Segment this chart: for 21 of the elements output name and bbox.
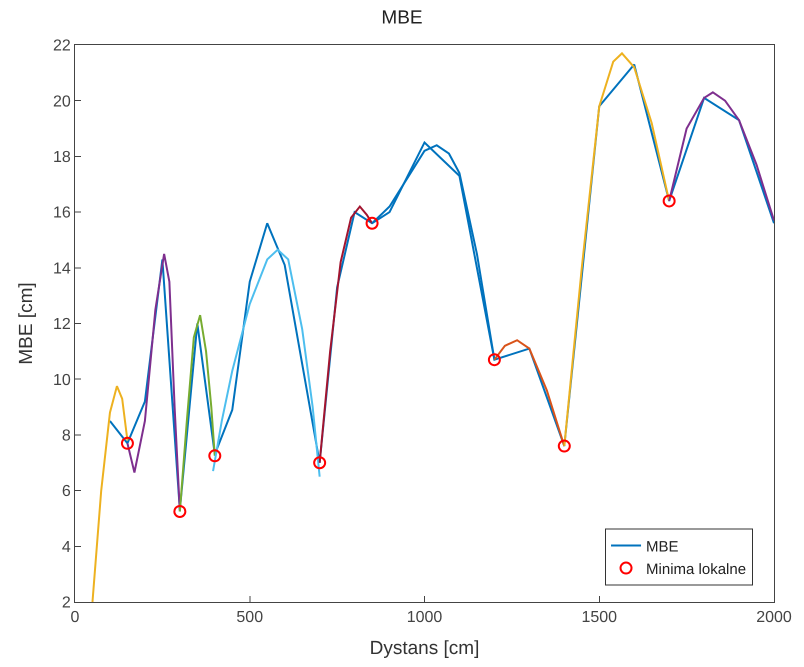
y-tick-label: 8 [62,428,71,444]
x-tick-label: 500 [236,609,264,626]
y-tick-label: 14 [53,260,71,278]
y-tick-label: 2 [62,594,71,612]
y-axis-title: MBE [cm] [16,282,37,365]
x-tick-label: 2000 [756,609,792,626]
x-tick-label: 0 [70,609,80,626]
legend-label: MBE [646,538,679,556]
legend-label: Minima lokalne [646,560,746,578]
x-tick-label: 1500 [581,609,618,626]
y-tick-label: 20 [53,93,71,110]
y-tick-label: 4 [62,538,71,556]
y-tick-label: 12 [53,316,71,334]
chart-title: MBE [381,7,423,28]
y-tick-label: 16 [53,204,71,222]
y-tick-label: 6 [62,483,71,500]
y-tick-label: 18 [53,149,71,166]
x-tick-label: 1000 [406,609,442,626]
y-tick-label: 22 [53,38,71,55]
x-axis-title: Dystans [cm] [370,638,480,659]
y-tick-label: 10 [53,372,71,389]
